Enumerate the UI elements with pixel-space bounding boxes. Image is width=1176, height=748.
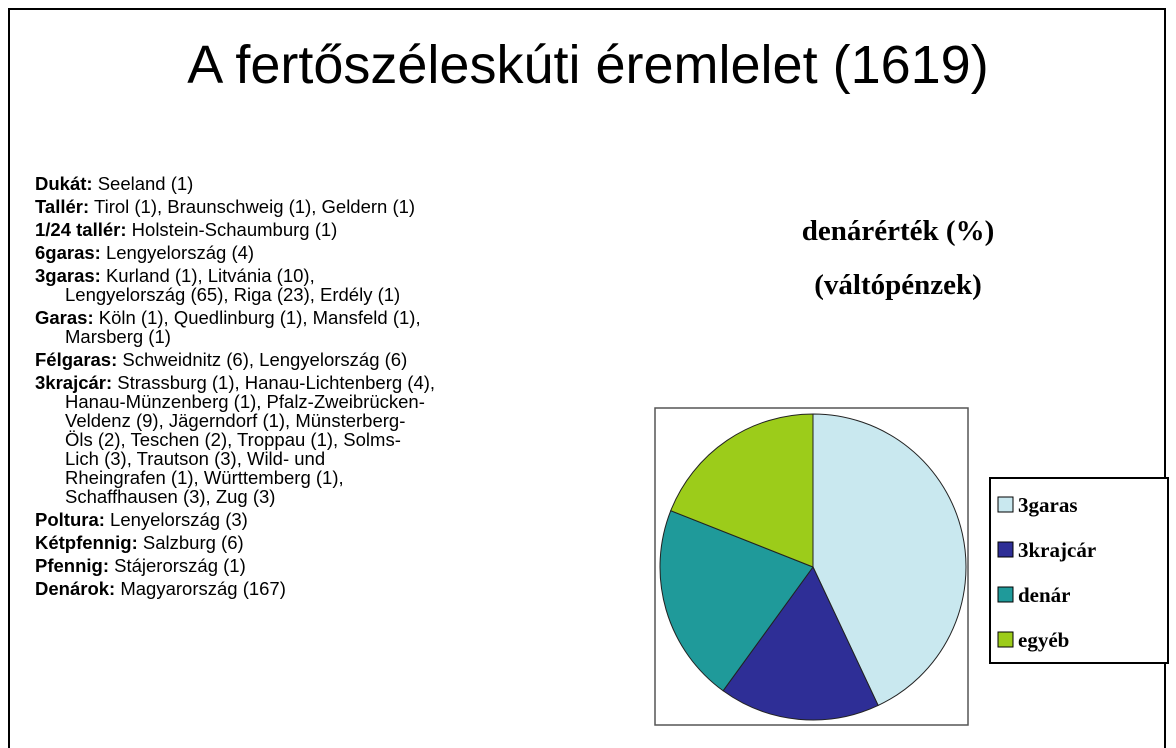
item-text: Kurland (1), Litvánia (10), — [105, 265, 315, 286]
item-label: 6garas: — [35, 242, 101, 263]
item-line: Lich (3), Trautson (3), Wild- und — [35, 449, 435, 468]
item-line: Lengyelország (65), Riga (23), Erdély (1… — [35, 285, 435, 304]
legend-box — [989, 477, 1169, 664]
list-item: Tallér: Tirol (1), Braunschweig (1), Gel… — [35, 197, 435, 216]
item-line: 1/24 tallér: Holstein-Schaumburg (1) — [35, 220, 435, 239]
item-text: Strassburg (1), Hanau-Lichtenberg (4), — [117, 372, 436, 393]
item-line: Veldenz (9), Jägerndorf (1), Münsterberg… — [35, 411, 435, 430]
pie-slice — [812, 413, 967, 707]
legend-swatch — [997, 541, 1014, 558]
list-item: 3krajcár: Strassburg (1), Hanau-Lichtenb… — [35, 373, 435, 506]
item-text: Magyarország (167) — [120, 578, 286, 599]
item-text: Schweidnitz (6), Lengyelország (6) — [122, 349, 408, 370]
list-item: Félgaras: Schweidnitz (6), Lengyelország… — [35, 350, 435, 369]
item-text: Schaffhausen (3), Zug (3) — [65, 486, 276, 507]
item-text: Lengyelország (4) — [105, 242, 255, 263]
item-line: Denárok: Magyarország (167) — [35, 579, 435, 598]
item-label: Pfennig: — [35, 555, 109, 576]
legend-swatch — [997, 631, 1014, 648]
item-line: 6garas: Lengyelország (4) — [35, 243, 435, 262]
item-line: Poltura: Lenyelország (3) — [35, 510, 435, 529]
item-text: Veldenz (9), Jägerndorf (1), Münsterberg… — [65, 410, 406, 431]
legend-label: 3krajcár — [1018, 538, 1096, 562]
list-item: Denárok: Magyarország (167) — [35, 579, 435, 598]
list-item: 1/24 tallér: Holstein-Schaumburg (1) — [35, 220, 435, 239]
legend-label: denár — [1018, 583, 1071, 607]
item-line: Öls (2), Teschen (2), Troppau (1), Solms… — [35, 430, 435, 449]
item-line: Pfennig: Stájerország (1) — [35, 556, 435, 575]
item-line: 3krajcár: Strassburg (1), Hanau-Lichtenb… — [35, 373, 435, 392]
item-label: Félgaras: — [35, 349, 118, 370]
plot-frame — [654, 407, 969, 726]
item-label: Tallér: — [35, 196, 90, 217]
legend-swatch — [997, 496, 1014, 513]
item-text: Lich (3), Trautson (3), Wild- und — [65, 448, 326, 469]
item-text: Lengyelország (65), Riga (23), Erdély (1… — [65, 284, 401, 305]
item-text: Salzburg (6) — [142, 532, 244, 553]
item-label: Poltura: — [35, 509, 105, 530]
item-text: Marsberg (1) — [65, 326, 171, 347]
item-text: Öls (2), Teschen (2), Troppau (1), Solms… — [65, 429, 401, 450]
list-item: Dukát: Seeland (1) — [35, 174, 435, 193]
legend-swatch — [997, 586, 1014, 603]
item-text: Hanau-Münzenberg (1), Pfalz-Zweibrücken- — [65, 391, 425, 412]
item-label: 3krajcár: — [35, 372, 113, 393]
item-label: Garas: — [35, 307, 94, 328]
slide-title: A fertőszéleskúti éremlelet (1619) — [187, 35, 989, 95]
item-text: Tirol (1), Braunschweig (1), Geldern (1) — [93, 196, 416, 217]
item-text: Köln (1), Quedlinburg (1), Mansfeld (1), — [98, 307, 421, 328]
item-line: 3garas: Kurland (1), Litvánia (10), — [35, 266, 435, 285]
frame — [8, 8, 1166, 748]
item-line: Schaffhausen (3), Zug (3) — [35, 487, 435, 506]
item-line: Marsberg (1) — [35, 327, 435, 346]
item-line: Garas: Köln (1), Quedlinburg (1), Mansfe… — [35, 308, 435, 327]
item-text: Lenyelország (3) — [110, 509, 248, 530]
item-label: Kétpfennig: — [35, 532, 138, 553]
legend-label: egyéb — [1018, 628, 1069, 652]
item-label: 1/24 tallér: — [35, 219, 127, 240]
item-label: 3garas: — [35, 265, 101, 286]
item-text: Seeland (1) — [97, 173, 194, 194]
legend-label: 3garas — [1018, 493, 1078, 517]
pie-slice — [722, 566, 879, 721]
list-item: Kétpfennig: Salzburg (6) — [35, 533, 435, 552]
chart-subtitle: (váltópénzek) — [814, 269, 982, 301]
list-item: Poltura: Lenyelország (3) — [35, 510, 435, 529]
item-text: Stájerország (1) — [114, 555, 246, 576]
item-text: Rheingrafen (1), Württemberg (1), — [65, 467, 344, 488]
item-line: Tallér: Tirol (1), Braunschweig (1), Gel… — [35, 197, 435, 216]
item-line: Rheingrafen (1), Württemberg (1), — [35, 468, 435, 487]
item-label: Dukát: — [35, 173, 93, 194]
item-line: Hanau-Münzenberg (1), Pfalz-Zweibrücken- — [35, 392, 435, 411]
list-item: Garas: Köln (1), Quedlinburg (1), Mansfe… — [35, 308, 435, 346]
coin-list: Dukát: Seeland (1) Tallér: Tirol (1), Bra… — [35, 174, 435, 602]
list-item: Pfennig: Stájerország (1) — [35, 556, 435, 575]
item-text: Holstein-Schaumburg (1) — [131, 219, 338, 240]
list-item: 6garas: Lengyelország (4) — [35, 243, 435, 262]
list-item: 3garas: Kurland (1), Litvánia (10), Lengy… — [35, 266, 435, 304]
pie-slice — [670, 413, 814, 568]
chart-title: denárérték (%) — [802, 215, 994, 247]
item-label: Denárok: — [35, 578, 116, 599]
item-line: Kétpfennig: Salzburg (6) — [35, 533, 435, 552]
item-line: Félgaras: Schweidnitz (6), Lengyelország… — [35, 350, 435, 369]
item-line: Dukát: Seeland (1) — [35, 174, 435, 193]
pie-slice — [659, 510, 814, 692]
